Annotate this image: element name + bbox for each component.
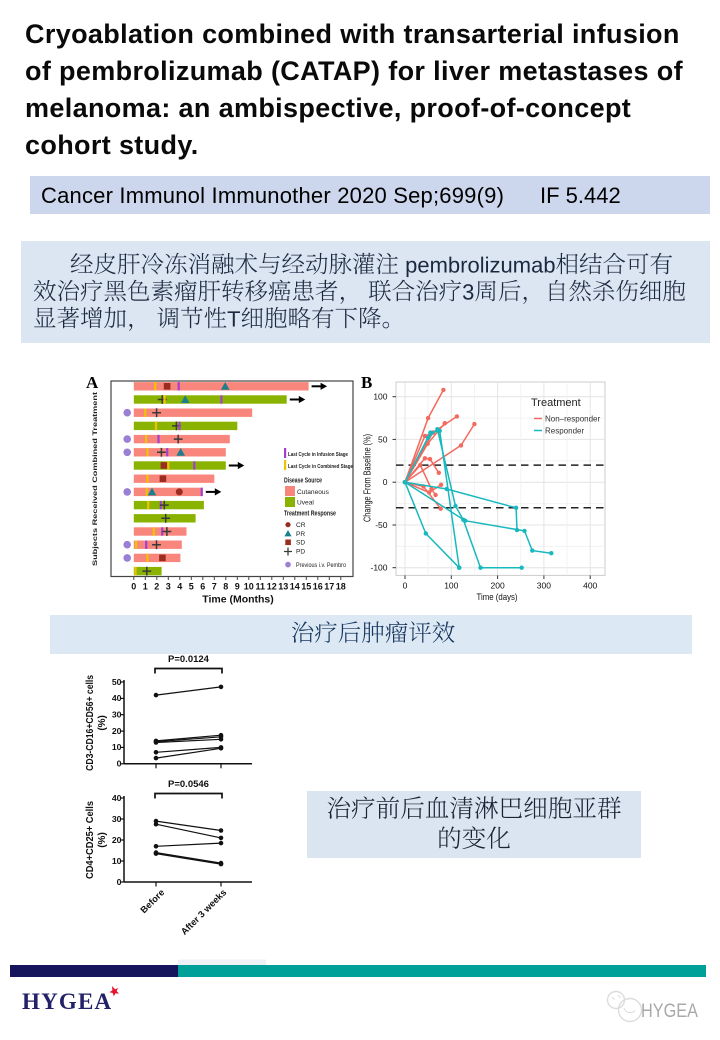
svg-text:40: 40 xyxy=(112,793,122,803)
svg-text:5: 5 xyxy=(189,582,194,592)
svg-text:Disease Source: Disease Source xyxy=(284,478,322,485)
svg-text:Subjects Received Combined Tre: Subjects Received Combined Treatment xyxy=(92,391,99,566)
svg-text:15: 15 xyxy=(301,582,311,592)
svg-text:CR: CR xyxy=(296,522,306,529)
svg-text:10: 10 xyxy=(112,742,122,752)
svg-text:PD: PD xyxy=(296,549,305,556)
svg-text:Change From Baseline (%): Change From Baseline (%) xyxy=(363,434,374,522)
svg-text:SD: SD xyxy=(296,540,305,547)
svg-text:Cutaneous: Cutaneous xyxy=(297,489,330,496)
svg-text:0: 0 xyxy=(383,477,388,487)
svg-text:18: 18 xyxy=(336,582,346,592)
svg-text:10: 10 xyxy=(244,582,254,592)
svg-text:9: 9 xyxy=(235,582,240,592)
svg-text:16: 16 xyxy=(313,582,323,592)
svg-text:100: 100 xyxy=(444,581,458,591)
svg-text:HYGEA: HYGEA xyxy=(641,1001,698,1022)
svg-text:6: 6 xyxy=(200,582,205,592)
svg-text:300: 300 xyxy=(537,581,551,591)
svg-text:Uveal: Uveal xyxy=(297,500,314,507)
svg-text:40: 40 xyxy=(112,693,122,703)
svg-text:50: 50 xyxy=(112,677,122,687)
svg-text:400: 400 xyxy=(583,581,597,591)
svg-text:Responder: Responder xyxy=(545,427,584,436)
svg-text:(%): (%) xyxy=(97,832,108,848)
svg-text:4: 4 xyxy=(177,582,182,592)
svg-text:PR: PR xyxy=(296,531,305,538)
svg-text:30: 30 xyxy=(112,710,122,720)
svg-text:A: A xyxy=(86,373,99,392)
svg-text:P=0.0124: P=0.0124 xyxy=(168,654,210,665)
svg-text:P=0.0546: P=0.0546 xyxy=(168,779,209,790)
svg-text:100: 100 xyxy=(373,392,387,402)
svg-text:13: 13 xyxy=(278,582,288,592)
svg-text:HYGEA: HYGEA xyxy=(22,989,112,1014)
svg-text:0: 0 xyxy=(131,582,136,592)
svg-text:Treatment Response: Treatment Response xyxy=(284,511,336,518)
svg-text:After 3 weeks: After 3 weeks xyxy=(179,887,228,936)
svg-text:0: 0 xyxy=(117,877,122,887)
svg-text:0: 0 xyxy=(117,759,122,769)
svg-text:Time (Months): Time (Months) xyxy=(202,594,274,606)
svg-text:Last Cycle in Combined Stage: Last Cycle in Combined Stage xyxy=(288,464,353,470)
svg-text:1: 1 xyxy=(143,582,148,592)
svg-text:30: 30 xyxy=(112,814,122,824)
svg-text:Last Cycle in Infusion Stage: Last Cycle in Infusion Stage xyxy=(288,452,348,458)
svg-text:-50: -50 xyxy=(375,520,388,530)
svg-text:200: 200 xyxy=(491,581,505,591)
svg-text:Non–responder: Non–responder xyxy=(545,415,600,424)
svg-text:Before: Before xyxy=(139,887,167,915)
svg-text:Treatment: Treatment xyxy=(531,397,581,409)
svg-text:20: 20 xyxy=(112,835,122,845)
svg-text:17: 17 xyxy=(324,582,334,592)
svg-text:10: 10 xyxy=(112,856,122,866)
svg-text:-100: -100 xyxy=(370,563,387,573)
svg-text:7: 7 xyxy=(212,582,217,592)
svg-text:Time (days): Time (days) xyxy=(477,592,518,603)
svg-text:CD3-CD16+CD56+ cells: CD3-CD16+CD56+ cells xyxy=(85,675,96,771)
svg-text:8: 8 xyxy=(223,582,228,592)
svg-text:(%): (%) xyxy=(97,715,108,731)
svg-text:50: 50 xyxy=(378,434,388,444)
svg-text:B: B xyxy=(361,373,372,392)
svg-text:CD4+CD25+ Cells: CD4+CD25+ Cells xyxy=(85,801,96,879)
svg-text:11: 11 xyxy=(256,582,266,592)
svg-text:Previous i.v. Pembro: Previous i.v. Pembro xyxy=(296,562,346,569)
svg-text:0: 0 xyxy=(403,581,408,591)
svg-text:14: 14 xyxy=(290,582,300,592)
svg-text:2: 2 xyxy=(154,582,159,592)
svg-text:20: 20 xyxy=(112,726,122,736)
svg-text:3: 3 xyxy=(166,582,171,592)
svg-text:12: 12 xyxy=(267,582,277,592)
